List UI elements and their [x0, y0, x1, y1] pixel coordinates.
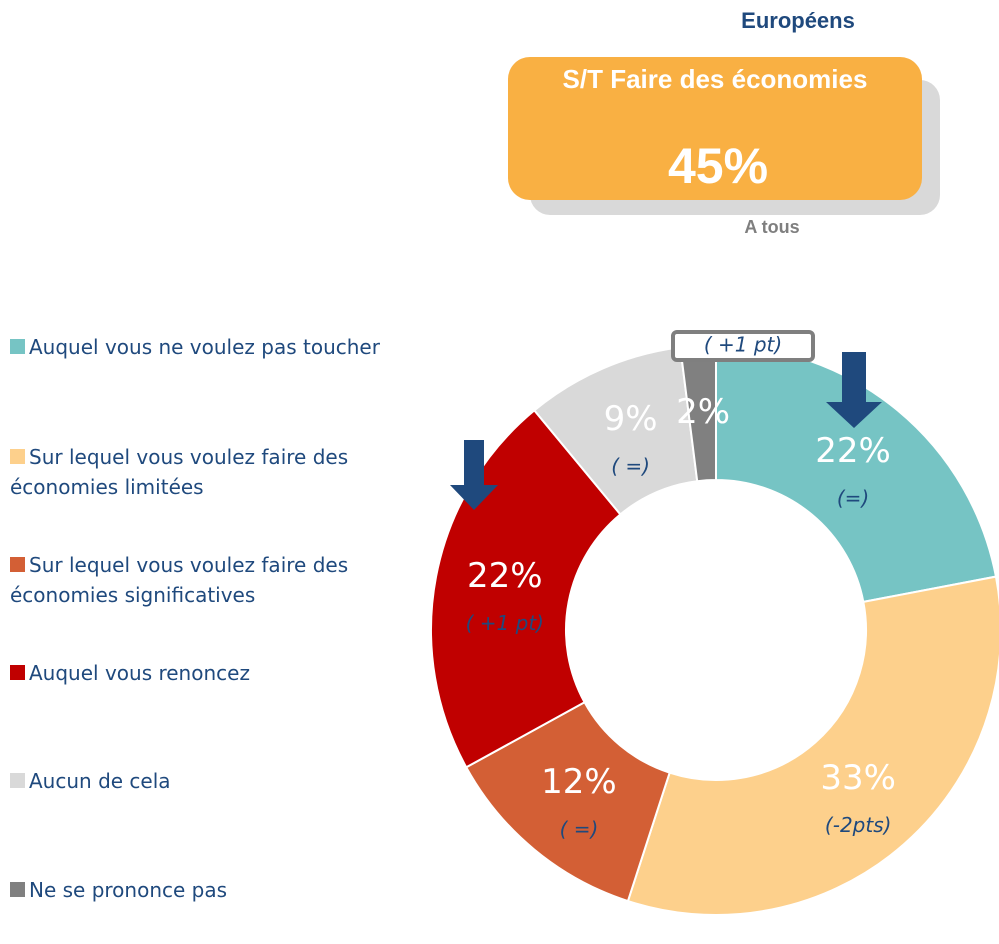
- legend-item: Sur lequel vous voulez faire des économi…: [10, 442, 380, 502]
- legend-item: Auquel vous ne voulez pas toucher: [10, 332, 380, 362]
- slice: [715, 343, 998, 604]
- subtitle: A tous: [744, 217, 799, 237]
- change-box: [671, 330, 815, 362]
- legend-swatch: [10, 773, 25, 788]
- legend-label: Ne se prononce pas: [29, 878, 228, 902]
- legend-swatch: [10, 665, 25, 680]
- box-title: S/T Faire des économies: [562, 64, 868, 94]
- legend-label: Sur lequel vous voulez faire des économi…: [10, 445, 349, 499]
- group-title: Européens: [741, 8, 855, 33]
- change-label: ( =): [611, 454, 650, 478]
- change-label: ( =): [560, 817, 599, 841]
- data-label: 9%: [604, 399, 658, 439]
- legend-swatch: [10, 449, 25, 464]
- box-title-wrap: S/T Faire des économies: [562, 64, 868, 94]
- legend-label: Auquel vous renoncez: [29, 661, 250, 685]
- legend-swatch: [10, 339, 25, 354]
- summary-box: [508, 57, 922, 200]
- data-label: 22%: [467, 556, 543, 596]
- change-label: (=): [837, 486, 869, 510]
- legend-item: Sur lequel vous voulez faire des économi…: [10, 550, 380, 610]
- data-label: 22%: [815, 431, 891, 471]
- data-label: 33%: [820, 758, 896, 798]
- slice: [626, 575, 999, 916]
- data-label: 12%: [541, 762, 617, 802]
- legend-swatch: [10, 557, 25, 572]
- legend-label: Auquel vous ne voulez pas toucher: [29, 335, 380, 359]
- box-value: 45%: [668, 138, 768, 194]
- change-label: ( +1 pt): [466, 611, 544, 635]
- legend-label: Sur lequel vous voulez faire des économi…: [10, 553, 349, 607]
- change-label: ( +1 pt): [704, 333, 782, 357]
- legend-label: Aucun de cela: [29, 769, 171, 793]
- legend-item: Auquel vous renoncez: [10, 658, 380, 688]
- legend-item: Ne se prononce pas: [10, 875, 380, 905]
- legend-swatch: [10, 882, 25, 897]
- arrow: [450, 440, 498, 510]
- data-label: 2%: [676, 392, 730, 432]
- change-label: (-2pts): [825, 813, 892, 837]
- arrow: [826, 352, 882, 428]
- legend-item: Aucun de cela: [10, 766, 380, 796]
